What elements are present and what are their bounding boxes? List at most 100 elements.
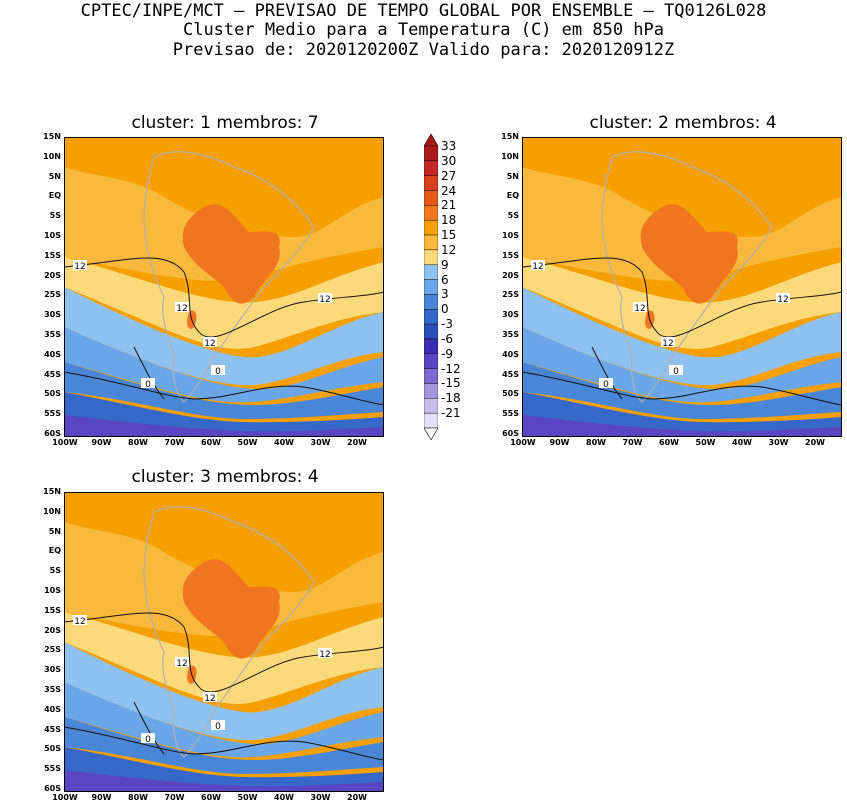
panel-3-title: cluster: 3 membros: 4 <box>131 467 319 487</box>
colorbar-level-label: 3 <box>441 287 449 302</box>
lat-label: 10N <box>501 151 519 161</box>
panel-2-title: cluster: 2 membros: 4 <box>589 113 777 133</box>
lat-label: 10N <box>43 151 61 161</box>
contour-label: 12 <box>176 659 187 669</box>
lon-label: 40W <box>732 438 752 447</box>
lon-label: 30W <box>310 793 331 802</box>
lat-label: 5S <box>49 566 61 576</box>
lon-label: 50W <box>237 793 258 802</box>
lon-label: 30W <box>768 438 789 447</box>
lat-label: EQ <box>48 546 61 556</box>
lat-label: 60S <box>44 784 61 793</box>
lat-label: 55S <box>44 409 61 419</box>
contour-label: 0 <box>673 367 679 377</box>
lat-label: 35S <box>44 685 61 694</box>
lon-label: 100W <box>52 438 78 447</box>
lon-label: 80W <box>128 793 148 802</box>
lon-label: 70W <box>622 438 643 447</box>
lat-label: 15S <box>44 605 61 615</box>
colorbar-level-label: 24 <box>441 183 457 198</box>
lon-label: 40W <box>274 793 294 802</box>
panel-1-title: cluster: 1 membros: 7 <box>131 113 319 133</box>
colorbar-level-label: 15 <box>441 228 457 243</box>
colorbar-level-label: -12 <box>441 361 461 376</box>
colorbar-level-label: -15 <box>441 376 461 391</box>
map-panel-2: 12 12 12 12 0 0 <box>522 137 842 437</box>
lat-label: 5S <box>507 211 519 221</box>
lon-label: 70W <box>164 793 185 802</box>
lat-label: 5N <box>48 171 61 181</box>
lat-label: 15S <box>502 250 519 260</box>
lon-label: 20W <box>805 438 825 447</box>
lon-label: 60W <box>201 438 221 447</box>
lat-label: 20S <box>44 270 61 280</box>
lon-label: 70W <box>164 438 185 447</box>
lat-label: 40S <box>502 349 519 359</box>
contour-label: 12 <box>777 295 788 305</box>
lat-label: 35S <box>502 330 519 339</box>
lon-label: 20W <box>347 438 367 447</box>
lat-label: 60S <box>502 429 519 438</box>
contour-label: 0 <box>603 380 609 390</box>
lon-label: 60W <box>201 793 221 802</box>
lat-label: 45S <box>44 724 61 734</box>
colorbar-level-label: -6 <box>441 331 453 346</box>
lon-label: 100W <box>510 438 536 447</box>
lat-label: 40S <box>44 704 61 714</box>
lat-label: 55S <box>44 764 61 774</box>
header-subtitle: Cluster Medio para a Temperatura (C) em … <box>182 20 665 40</box>
lat-label: 20S <box>44 625 61 635</box>
contour-label: 12 <box>204 694 215 704</box>
lat-label: 10N <box>43 506 61 516</box>
contour-label: 12 <box>176 304 187 314</box>
lon-label: 90W <box>91 793 112 802</box>
lon-label: 80W <box>586 438 606 447</box>
lat-label: 25S <box>44 290 61 300</box>
contour-label: 0 <box>145 735 151 745</box>
lat-label: 5N <box>506 171 519 181</box>
lat-label: 5N <box>48 526 61 536</box>
colorbar-level-label: -18 <box>441 391 461 406</box>
lat-label: 60S <box>44 429 61 438</box>
lat-label: 30S <box>44 310 61 320</box>
lon-label: 100W <box>52 793 78 802</box>
colorbar-level-label: 21 <box>441 198 457 213</box>
lat-label: 20S <box>502 270 519 280</box>
lon-label: 50W <box>237 438 258 447</box>
contour-label: 12 <box>204 339 215 349</box>
colorbar-level-label: 30 <box>441 153 457 168</box>
contour-label: 12 <box>319 650 330 660</box>
header-dates: Previsao de: 2020120200Z Valido para: 20… <box>172 40 675 60</box>
lat-label: 30S <box>502 310 519 320</box>
contour-label: 0 <box>215 722 221 732</box>
colorbar-level-label: -3 <box>441 317 453 332</box>
lat-label: 50S <box>44 744 61 754</box>
colorbar-level-label: 12 <box>441 242 457 257</box>
map-panel-1: 12 12 12 12 0 0 <box>64 137 384 437</box>
colorbar-level-label: 27 <box>441 168 457 183</box>
colorbar-level-label: 33 <box>441 139 457 153</box>
lon-label: 40W <box>274 438 294 447</box>
contour-label: 12 <box>319 295 330 305</box>
lat-label: 30S <box>44 665 61 675</box>
lat-label: 35S <box>44 330 61 339</box>
lon-label: 60W <box>659 438 679 447</box>
lat-label: 10S <box>502 231 519 240</box>
lon-label: 50W <box>695 438 716 447</box>
colorbar-level-label: 0 <box>441 302 449 317</box>
lat-label: 45S <box>44 369 61 379</box>
contour-label: 12 <box>662 339 673 349</box>
lat-label: 40S <box>44 349 61 359</box>
lon-label: 90W <box>91 438 112 447</box>
lon-label: 30W <box>310 438 331 447</box>
header-title: CPTEC/INPE/MCT – PREVISAO DE TEMPO GLOBA… <box>80 1 767 21</box>
contour-label: 0 <box>145 380 151 390</box>
lat-label: 25S <box>44 645 61 655</box>
contour-label: 12 <box>634 304 645 314</box>
map-panel-3: 12 12 12 12 0 0 <box>64 492 384 792</box>
lat-label: 10S <box>44 586 61 595</box>
colorbar-level-label: 6 <box>441 272 449 287</box>
lon-label: 80W <box>128 438 148 447</box>
lat-label: 10S <box>44 231 61 240</box>
contour-label: 12 <box>532 262 543 272</box>
